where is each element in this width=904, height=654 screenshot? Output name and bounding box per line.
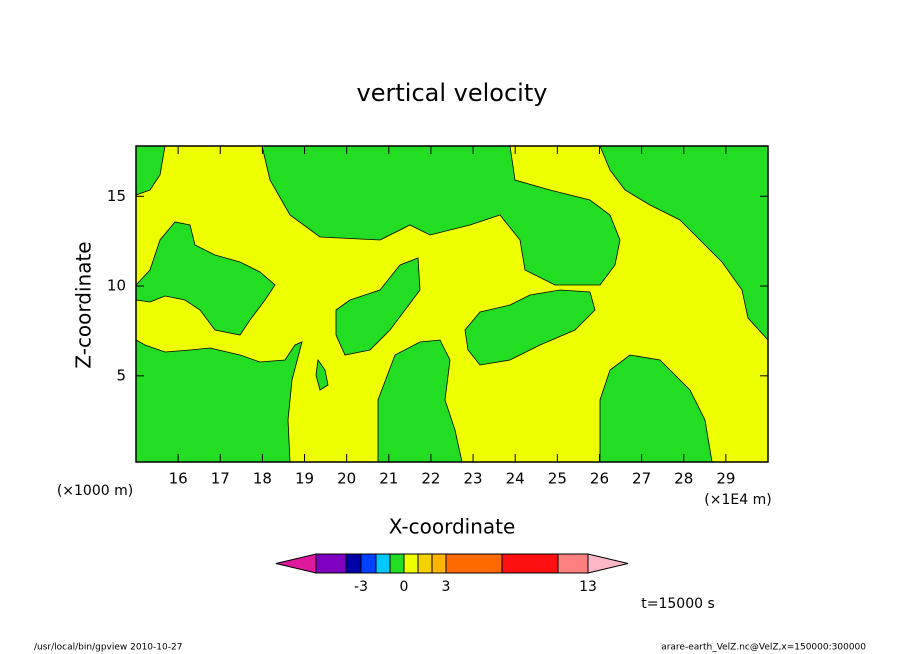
y-tick-label: 15	[107, 187, 126, 205]
y-tick-label: 10	[107, 277, 126, 295]
colorbar-swatch	[403, 553, 419, 574]
x-tick-label: 23	[464, 470, 483, 488]
x-tick-label: 16	[169, 470, 188, 488]
x-tick-label: 24	[506, 470, 525, 488]
x-tick-label: 29	[716, 470, 735, 488]
x-tick-label: 21	[379, 470, 398, 488]
x-unit: (×1E4 m)	[704, 492, 771, 508]
x-tick-label: 19	[295, 470, 314, 488]
colorbar-swatch	[501, 553, 559, 574]
colorbar-tick-label: 0	[400, 579, 409, 595]
x-tick-label: 18	[253, 470, 272, 488]
chart-title: vertical velocity	[357, 79, 548, 107]
colorbar-swatch	[417, 553, 433, 574]
x-axis-label: X-coordinate	[389, 515, 516, 539]
colorbar-swatch	[445, 553, 503, 574]
colorbar-swatch	[315, 553, 347, 574]
colorbar-swatch	[587, 553, 629, 574]
colorbar-tick-label: -3	[354, 579, 368, 595]
colorbar-tick-label: 3	[442, 579, 451, 595]
time-label: t=15000 s	[641, 596, 715, 612]
colorbar-swatch	[389, 553, 405, 574]
y-unit: (×1000 m)	[57, 483, 133, 499]
contour-regions	[135, 145, 769, 463]
colorbar-swatch	[345, 553, 362, 574]
x-tick-label: 28	[674, 470, 693, 488]
x-tick-label: 26	[590, 470, 609, 488]
footer-right: arare-earth_VelZ.nc@VelZ,x=150000:300000	[661, 643, 866, 653]
colorbar-swatch	[557, 553, 589, 574]
plot-frame	[135, 145, 769, 463]
x-tick-label: 17	[211, 470, 230, 488]
colorbar-swatch	[360, 553, 377, 574]
y-tick-label: 5	[116, 366, 126, 384]
plot-area	[135, 145, 769, 463]
colorbar-swatch	[431, 553, 447, 574]
colorbar-swatch	[375, 553, 391, 574]
x-tick-label: 25	[548, 470, 567, 488]
x-tick-label: 27	[632, 470, 651, 488]
y-axis-label: Z-coordinate	[72, 241, 96, 368]
colorbar-swatch	[275, 553, 317, 574]
x-tick-label: 20	[337, 470, 356, 488]
colorbar-tick-label: 13	[579, 579, 597, 595]
x-tick-label: 22	[421, 470, 440, 488]
footer-left: /usr/local/bin/gpview 2010-10-27	[34, 643, 182, 653]
